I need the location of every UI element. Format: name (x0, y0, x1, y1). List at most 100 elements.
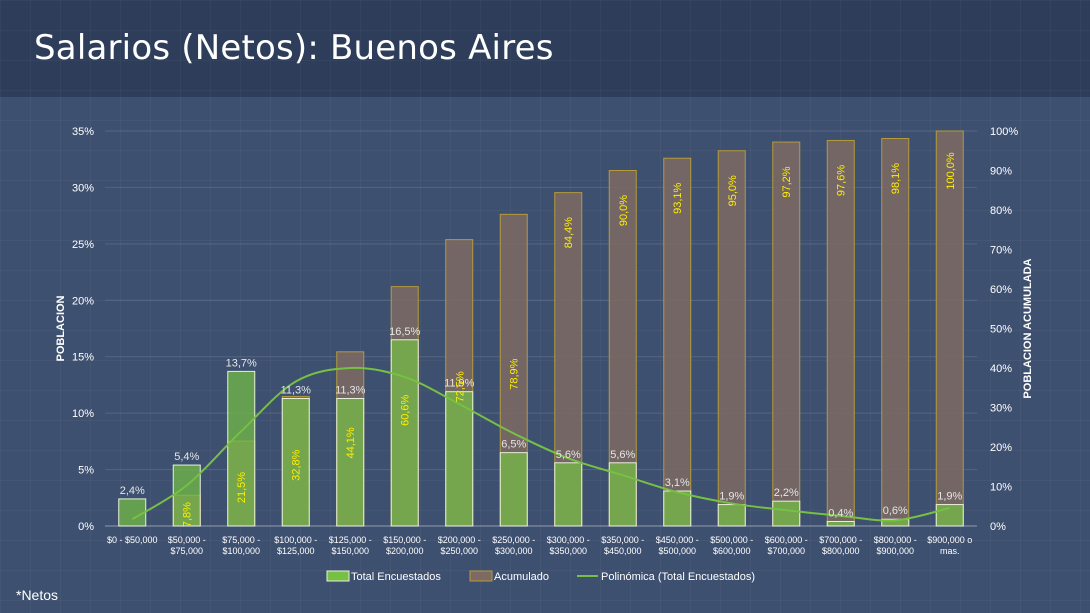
total-label: 16,5% (389, 326, 420, 338)
y-tick-label: 20% (72, 295, 94, 307)
acumulado-label: 93,1% (672, 182, 684, 213)
page-title: Salarios (Netos): Buenos Aires (34, 28, 554, 68)
y2-tick-label: 70% (990, 245, 1012, 257)
y2-tick-label: 80% (990, 205, 1012, 217)
total-bar (826, 520, 855, 527)
x-tick-label: $900,000 o (927, 535, 972, 545)
x-tick-label: $100,000 (222, 546, 260, 556)
total-bar (281, 397, 310, 527)
x-tick-label: $700,000 - (819, 535, 862, 545)
acumulado-label: 78,9% (509, 358, 521, 389)
trendline (131, 366, 950, 522)
total-label: 11,3% (281, 384, 312, 396)
y2-axis-title: POBLACION ACUMULADA (1022, 258, 1034, 398)
total-label: 11,9% (444, 378, 475, 390)
x-tick-label: $450,000 (604, 546, 642, 556)
total-bar (118, 498, 147, 527)
x-tick-label: $600,000 - (765, 535, 808, 545)
y-tick-label: 5% (78, 465, 94, 477)
total-label: 11,3% (335, 384, 366, 396)
x-tick-label: $800,000 - (874, 535, 917, 545)
total-label: 1,9% (937, 491, 962, 503)
legend: Total Encuestados Acumulado Polinómica (To… (326, 570, 755, 583)
legend-swatch-acumulado (469, 570, 493, 582)
legend-label-acumulado: Acumulado (494, 571, 549, 583)
acumulado-label: 72,5% (454, 371, 466, 402)
x-tick-label: $150,000 - (383, 535, 426, 545)
acumulado-bar (717, 150, 746, 527)
total-label: 0,4% (828, 507, 853, 519)
acumulado-label: 44,1% (345, 427, 357, 458)
x-tick-label: $0 - $50,000 (107, 535, 158, 545)
y2-tick-label: 90% (990, 166, 1012, 178)
y2-tick-label: 20% (990, 442, 1012, 454)
x-tick-label: $100,000 - (274, 535, 317, 545)
y2-tick-label: 40% (990, 363, 1012, 375)
x-tick-label: $500,000 - (710, 535, 753, 545)
x-tick-label: $800,000 (822, 546, 860, 556)
total-bar (881, 518, 910, 527)
acumulado-label: 60,6% (400, 395, 412, 426)
x-tick-label: $300,000 - (547, 535, 590, 545)
acumulado-bar (881, 138, 910, 527)
x-tick-label: $600,000 (713, 546, 751, 556)
y-tick-label: 0% (78, 521, 94, 533)
acumulado-label: 100,0% (945, 152, 957, 190)
total-label: 3,1% (665, 477, 690, 489)
y-tick-label: 15% (72, 352, 94, 364)
total-label: 1,9% (719, 491, 744, 503)
y2-tick-label: 30% (990, 403, 1012, 415)
x-tick-label: $200,000 - (438, 535, 481, 545)
total-label: 2,4% (120, 485, 145, 497)
total-label: 13,7% (226, 357, 257, 369)
acumulado-label: 32,8% (291, 449, 303, 480)
legend-label-trendline: Polinómica (Total Encuestados) (601, 571, 755, 583)
x-tick-label: $700,000 (767, 546, 805, 556)
y-tick-label: 10% (72, 408, 94, 420)
x-tick-label: $350,000 (549, 546, 587, 556)
y2-tick-label: 0% (990, 521, 1006, 533)
x-tick-label: $450,000 - (656, 535, 699, 545)
total-label: 5,6% (610, 449, 635, 461)
acumulado-label: 97,2% (781, 166, 793, 197)
total-bar (772, 500, 801, 527)
x-tick-label: $300,000 (495, 546, 533, 556)
acumulado-label: 84,4% (563, 217, 575, 248)
y-axis-title: POBLACION (55, 295, 67, 361)
x-tick-label: $500,000 (658, 546, 696, 556)
x-tick-label: $125,000 - (329, 535, 372, 545)
total-bar (717, 504, 746, 527)
acumulado-label: 95,0% (727, 175, 739, 206)
total-bar (445, 391, 474, 527)
legend-swatch-total (326, 570, 350, 582)
y-tick-label: 35% (72, 126, 94, 138)
y2-tick-label: 100% (990, 126, 1018, 138)
total-label: 0,6% (883, 505, 908, 517)
total-bar (227, 370, 256, 527)
acumulado-label: 97,6% (836, 165, 848, 196)
acumulado-label: 90,0% (618, 195, 630, 226)
total-bar (499, 452, 528, 527)
y-tick-label: 30% (72, 182, 94, 194)
acumulado-label: 21,5% (236, 472, 248, 503)
total-label: 5,4% (174, 451, 199, 463)
total-label: 5,6% (556, 449, 581, 461)
x-tick-label: $200,000 (386, 546, 424, 556)
total-bar (554, 462, 583, 527)
acumulado-label: 98,1% (890, 163, 902, 194)
x-tick-label: $250,000 (440, 546, 478, 556)
y2-tick-label: 60% (990, 284, 1012, 296)
x-tick-label: $50,000 - (168, 535, 206, 545)
total-label: 6,5% (501, 439, 526, 451)
acumulado-label: 7,8% (182, 502, 194, 527)
footnote: *Netos (16, 587, 59, 603)
x-tick-label: $125,000 (277, 546, 315, 556)
x-tick-label: $900,000 (876, 546, 914, 556)
x-tick-label: mas. (940, 546, 960, 556)
axes: 0% 5% 10% 15% 20% 25% 30% 35% 0% 10% 20% 30% 40% 50% 6… (55, 126, 1034, 556)
x-tick-label: $150,000 (331, 546, 369, 556)
total-label: 2,2% (774, 487, 799, 499)
y-tick-label: 25% (72, 239, 94, 251)
data-labels: 2,4% 5,4% 13,7% 11,3% 11,3% 16,5% 11,9% 6,5% 5,6… (120, 152, 963, 527)
